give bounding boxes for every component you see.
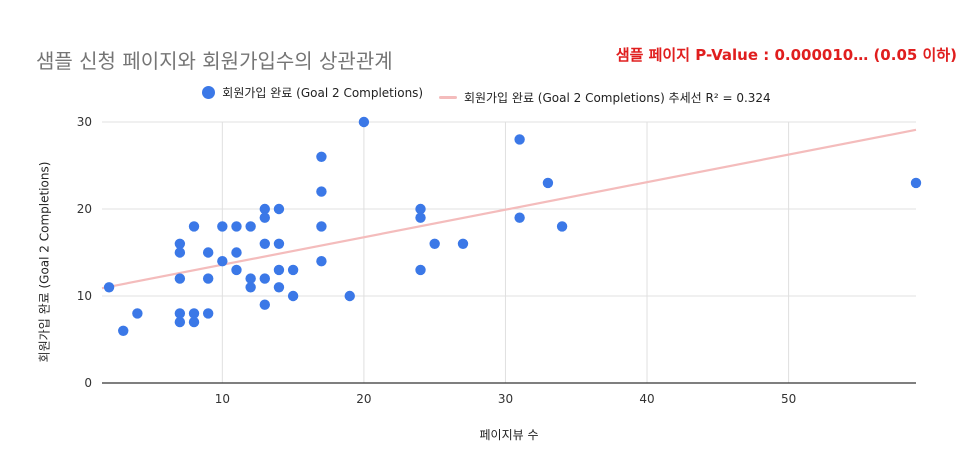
- x-tick-label: 40: [639, 392, 654, 406]
- data-point: [273, 203, 285, 215]
- x-axis-label: 페이지뷰 수: [479, 428, 539, 442]
- data-point: [231, 264, 242, 276]
- data-point: [514, 134, 525, 145]
- data-point: [231, 221, 242, 232]
- data-point: [259, 299, 270, 310]
- legend-label-points: 회원가입 완료 (Goal 2 Completions): [222, 86, 424, 100]
- data-point: [188, 308, 200, 319]
- data-point: [429, 238, 440, 249]
- data-point: [202, 247, 214, 258]
- data-point: [316, 186, 327, 197]
- data-point: [273, 238, 285, 249]
- data-point: [188, 221, 200, 232]
- y-tick-label: 30: [77, 115, 92, 129]
- data-point: [245, 273, 256, 284]
- data-point: [259, 212, 270, 223]
- data-point: [118, 325, 129, 336]
- data-point: [316, 151, 327, 162]
- y-tick-label: 0: [84, 376, 92, 390]
- data-point: [259, 273, 270, 284]
- data-point: [415, 264, 426, 276]
- data-point: [245, 282, 256, 293]
- data-point: [132, 308, 143, 319]
- data-point: [556, 221, 568, 232]
- data-point: [202, 273, 214, 284]
- y-tick-label: 10: [77, 289, 92, 303]
- data-point: [259, 203, 270, 215]
- data-point: [287, 290, 299, 302]
- x-tick-label: 20: [356, 392, 371, 406]
- data-point: [217, 221, 228, 232]
- data-point: [259, 238, 270, 249]
- legend-dot-icon: [202, 86, 216, 99]
- x-tick-label: 30: [498, 392, 513, 406]
- data-point: [273, 264, 285, 276]
- p-value-annotation: 샘플 페이지 P-Value : 0.000010… (0.05 이하): [615, 46, 957, 64]
- y-tick-label: 20: [77, 202, 92, 216]
- data-point: [415, 212, 426, 223]
- legend: 회원가입 완료 (Goal 2 Completions) 회원가입 완료 (Go…: [0, 84, 973, 106]
- data-point: [316, 221, 327, 232]
- data-point: [542, 177, 554, 189]
- data-point: [910, 177, 922, 189]
- legend-line-icon: [438, 96, 457, 99]
- data-point: [103, 282, 115, 293]
- data-point: [174, 247, 186, 258]
- x-tick-label: 50: [781, 392, 796, 406]
- x-tick-label: 10: [215, 392, 230, 406]
- data-point: [245, 221, 256, 232]
- legend-item-points[interactable]: 회원가입 완료 (Goal 2 Completions): [202, 84, 423, 101]
- chart-title: 샘플 신청 페이지와 회원가입수의 상관관계: [36, 49, 393, 73]
- data-point: [174, 308, 186, 319]
- legend-label-trendline: 회원가입 완료 (Goal 2 Completions) 추세선 R² = 0.…: [463, 91, 771, 105]
- trendline: [101, 128, 917, 290]
- data-point: [217, 256, 228, 267]
- data-point: [231, 247, 242, 258]
- legend-item-trendline[interactable]: 회원가입 완료 (Goal 2 Completions) 추세선 R² = 0.…: [438, 89, 771, 106]
- data-point: [287, 264, 299, 276]
- data-point: [316, 256, 327, 267]
- data-point: [188, 316, 200, 328]
- data-point: [415, 203, 426, 215]
- data-point: [344, 290, 355, 302]
- data-point: [174, 273, 186, 284]
- data-point: [202, 308, 214, 319]
- data-point: [174, 238, 186, 249]
- data-point: [358, 116, 370, 128]
- data-point: [457, 238, 469, 249]
- data-point: [273, 282, 285, 293]
- data-point: [514, 212, 525, 223]
- data-point: [174, 316, 186, 328]
